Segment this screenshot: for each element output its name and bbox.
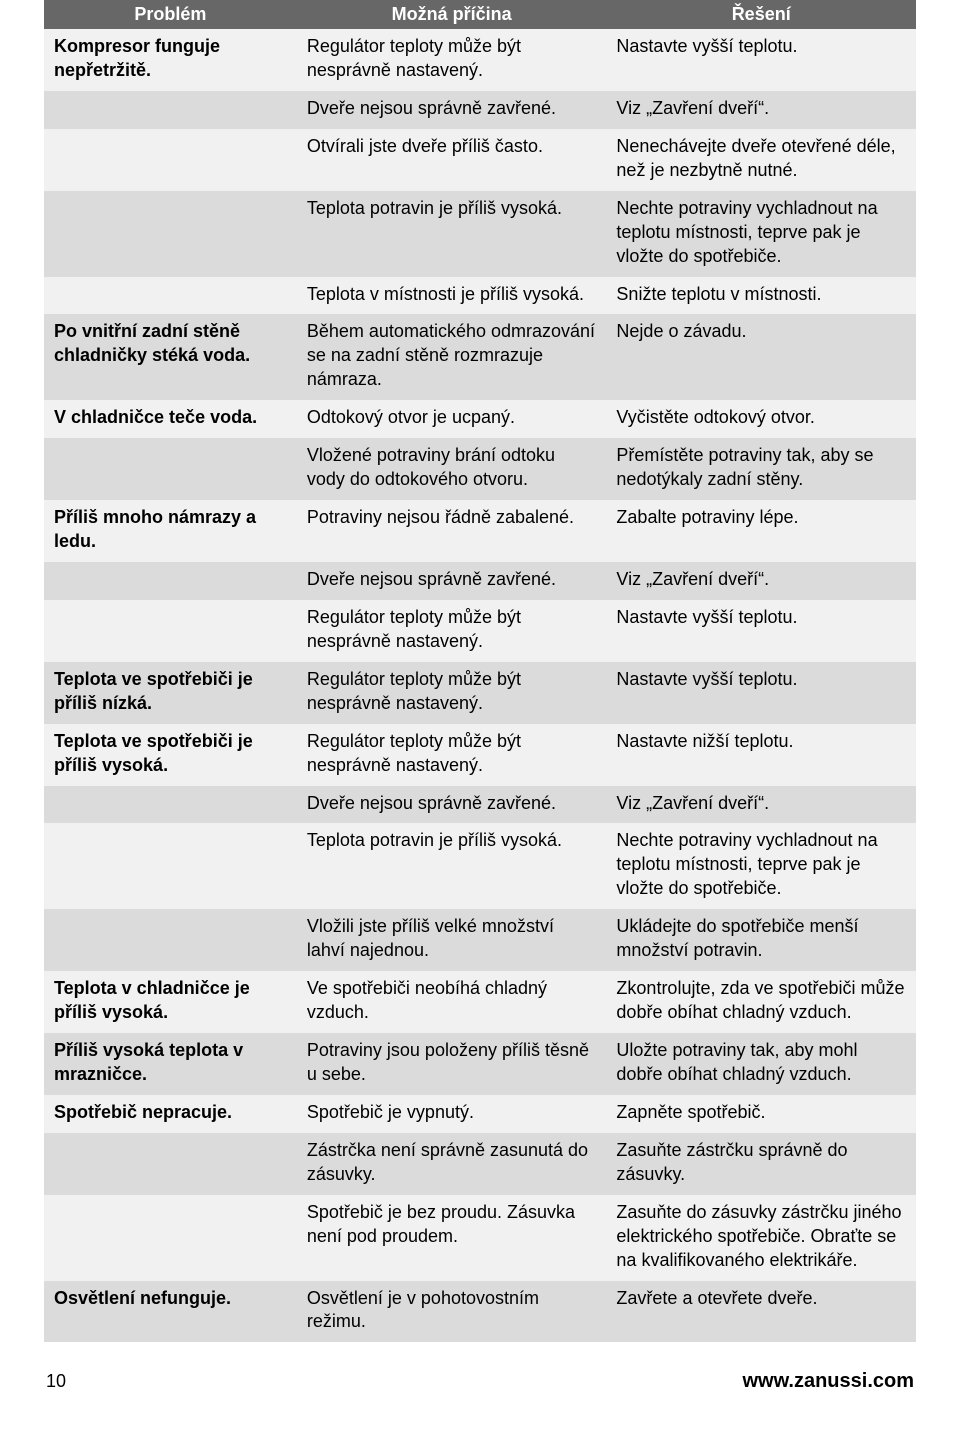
table-row: Spotřebič je bez proudu. Zásuvka není po… bbox=[44, 1195, 916, 1281]
cell-problem: Kompresor funguje nepřetržitě. bbox=[44, 29, 297, 91]
cell-solution: Snižte teplotu v místnosti. bbox=[606, 277, 916, 315]
cell-solution: Zavřete a otevřete dveře. bbox=[606, 1281, 916, 1343]
cell-problem: V chladničce teče voda. bbox=[44, 400, 297, 438]
cell-problem: Příliš mnoho námrazy a ledu. bbox=[44, 500, 297, 562]
cell-problem bbox=[44, 909, 297, 971]
cell-problem: Teplota ve spotřebiči je příliš vysoká. bbox=[44, 724, 297, 786]
cell-solution: Uložte potraviny tak, aby mohl dobře obí… bbox=[606, 1033, 916, 1095]
cell-problem bbox=[44, 1195, 297, 1281]
table-body: Kompresor funguje nepřetržitě.Regulátor … bbox=[44, 29, 916, 1342]
cell-cause: Zástrčka není správně zasunutá do zásuvk… bbox=[297, 1133, 607, 1195]
cell-cause: Regulátor teploty může být nesprávně nas… bbox=[297, 724, 607, 786]
cell-cause: Vložené potraviny brání odtoku vody do o… bbox=[297, 438, 607, 500]
table-row: Dveře nejsou správně zavřené.Viz „Zavřen… bbox=[44, 786, 916, 824]
cell-cause: Osvětlení je v pohotovostním režimu. bbox=[297, 1281, 607, 1343]
cell-problem bbox=[44, 600, 297, 662]
table-row: Teplota ve spotřebiči je příliš vysoká.R… bbox=[44, 724, 916, 786]
cell-solution: Viz „Zavření dveří“. bbox=[606, 91, 916, 129]
cell-solution: Nastavte vyšší teplotu. bbox=[606, 662, 916, 724]
col-header-cause: Možná příčina bbox=[297, 0, 607, 29]
cell-solution: Zabalte potraviny lépe. bbox=[606, 500, 916, 562]
cell-solution: Vyčistěte odtokový otvor. bbox=[606, 400, 916, 438]
table-row: Dveře nejsou správně zavřené.Viz „Zavřen… bbox=[44, 562, 916, 600]
cell-solution: Nastavte nižší teplotu. bbox=[606, 724, 916, 786]
cell-solution: Přemístěte potraviny tak, aby se nedotýk… bbox=[606, 438, 916, 500]
cell-solution: Nechte potraviny vychladnout na teplotu … bbox=[606, 191, 916, 277]
cell-cause: Dveře nejsou správně zavřené. bbox=[297, 562, 607, 600]
cell-cause: Ve spotřebiči neobíhá chladný vzduch. bbox=[297, 971, 607, 1033]
cell-problem bbox=[44, 129, 297, 191]
footer-site: www.zanussi.com bbox=[742, 1370, 914, 1393]
table-row: Teplota v místnosti je příliš vysoká.Sni… bbox=[44, 277, 916, 315]
cell-problem: Teplota ve spotřebiči je příliš nízká. bbox=[44, 662, 297, 724]
cell-problem bbox=[44, 1133, 297, 1195]
cell-solution: Nenechávejte dveře otevřené déle, než je… bbox=[606, 129, 916, 191]
cell-solution: Viz „Zavření dveří“. bbox=[606, 786, 916, 824]
cell-solution: Zasuňte do zásuvky zástrčku jiného elekt… bbox=[606, 1195, 916, 1281]
table-row: Spotřebič nepracuje.Spotřebič je vypnutý… bbox=[44, 1095, 916, 1133]
cell-cause: Teplota potravin je příliš vysoká. bbox=[297, 823, 607, 909]
table-row: Po vnitřní zadní stěně chladničky stéká … bbox=[44, 314, 916, 400]
table-row: Vložené potraviny brání odtoku vody do o… bbox=[44, 438, 916, 500]
cell-cause: Potraviny nejsou řádně zabalené. bbox=[297, 500, 607, 562]
cell-solution: Zapněte spotřebič. bbox=[606, 1095, 916, 1133]
table-row: Kompresor funguje nepřetržitě.Regulátor … bbox=[44, 29, 916, 91]
cell-solution: Nejde o závadu. bbox=[606, 314, 916, 400]
table-row: Otvírali jste dveře příliš často.Nenechá… bbox=[44, 129, 916, 191]
cell-cause: Otvírali jste dveře příliš často. bbox=[297, 129, 607, 191]
cell-problem: Příliš vysoká teplota v mrazničce. bbox=[44, 1033, 297, 1095]
cell-cause: Během automatického odmrazování se na za… bbox=[297, 314, 607, 400]
table-row: Osvětlení nefunguje.Osvětlení je v pohot… bbox=[44, 1281, 916, 1343]
cell-problem bbox=[44, 277, 297, 315]
cell-problem bbox=[44, 823, 297, 909]
cell-cause: Teplota v místnosti je příliš vysoká. bbox=[297, 277, 607, 315]
cell-solution: Nechte potraviny vychladnout na teplotu … bbox=[606, 823, 916, 909]
cell-solution: Zasuňte zástrčku správně do zásuvky. bbox=[606, 1133, 916, 1195]
cell-problem bbox=[44, 562, 297, 600]
table-row: Zástrčka není správně zasunutá do zásuvk… bbox=[44, 1133, 916, 1195]
cell-problem bbox=[44, 438, 297, 500]
cell-cause: Regulátor teploty může být nesprávně nas… bbox=[297, 29, 607, 91]
cell-problem bbox=[44, 191, 297, 277]
cell-cause: Regulátor teploty může být nesprávně nas… bbox=[297, 662, 607, 724]
table-row: Regulátor teploty může být nesprávně nas… bbox=[44, 600, 916, 662]
cell-solution: Nastavte vyšší teplotu. bbox=[606, 600, 916, 662]
cell-cause: Odtokový otvor je ucpaný. bbox=[297, 400, 607, 438]
table-row: Příliš mnoho námrazy a ledu.Potraviny ne… bbox=[44, 500, 916, 562]
table-row: Teplota potravin je příliš vysoká.Nechte… bbox=[44, 823, 916, 909]
cell-problem bbox=[44, 91, 297, 129]
cell-cause: Teplota potravin je příliš vysoká. bbox=[297, 191, 607, 277]
cell-problem: Spotřebič nepracuje. bbox=[44, 1095, 297, 1133]
cell-solution: Viz „Zavření dveří“. bbox=[606, 562, 916, 600]
troubleshooting-table: Problém Možná příčina Řešení Kompresor f… bbox=[44, 0, 916, 1342]
page-content: Problém Možná příčina Řešení Kompresor f… bbox=[0, 0, 960, 1417]
table-row: Dveře nejsou správně zavřené.Viz „Zavřen… bbox=[44, 91, 916, 129]
cell-problem: Po vnitřní zadní stěně chladničky stéká … bbox=[44, 314, 297, 400]
cell-cause: Potraviny jsou položeny příliš těsně u s… bbox=[297, 1033, 607, 1095]
col-header-solution: Řešení bbox=[606, 0, 916, 29]
table-header: Problém Možná příčina Řešení bbox=[44, 0, 916, 29]
cell-problem: Osvětlení nefunguje. bbox=[44, 1281, 297, 1343]
cell-solution: Ukládejte do spotřebiče menší množství p… bbox=[606, 909, 916, 971]
page-footer: 10 www.zanussi.com bbox=[44, 1370, 916, 1393]
cell-problem bbox=[44, 786, 297, 824]
table-row: V chladničce teče voda.Odtokový otvor je… bbox=[44, 400, 916, 438]
cell-cause: Dveře nejsou správně zavřené. bbox=[297, 91, 607, 129]
cell-solution: Nastavte vyšší teplotu. bbox=[606, 29, 916, 91]
cell-problem: Teplota v chladničce je příliš vysoká. bbox=[44, 971, 297, 1033]
table-row: Teplota v chladničce je příliš vysoká.Ve… bbox=[44, 971, 916, 1033]
cell-cause: Vložili jste příliš velké množství lahví… bbox=[297, 909, 607, 971]
table-row: Teplota ve spotřebiči je příliš nízká.Re… bbox=[44, 662, 916, 724]
table-row: Teplota potravin je příliš vysoká.Nechte… bbox=[44, 191, 916, 277]
cell-solution: Zkontrolujte, zda ve spotřebiči může dob… bbox=[606, 971, 916, 1033]
table-row: Příliš vysoká teplota v mrazničce.Potrav… bbox=[44, 1033, 916, 1095]
page-number: 10 bbox=[46, 1371, 66, 1392]
cell-cause: Dveře nejsou správně zavřené. bbox=[297, 786, 607, 824]
cell-cause: Spotřebič je vypnutý. bbox=[297, 1095, 607, 1133]
cell-cause: Regulátor teploty může být nesprávně nas… bbox=[297, 600, 607, 662]
cell-cause: Spotřebič je bez proudu. Zásuvka není po… bbox=[297, 1195, 607, 1281]
table-row: Vložili jste příliš velké množství lahví… bbox=[44, 909, 916, 971]
col-header-problem: Problém bbox=[44, 0, 297, 29]
